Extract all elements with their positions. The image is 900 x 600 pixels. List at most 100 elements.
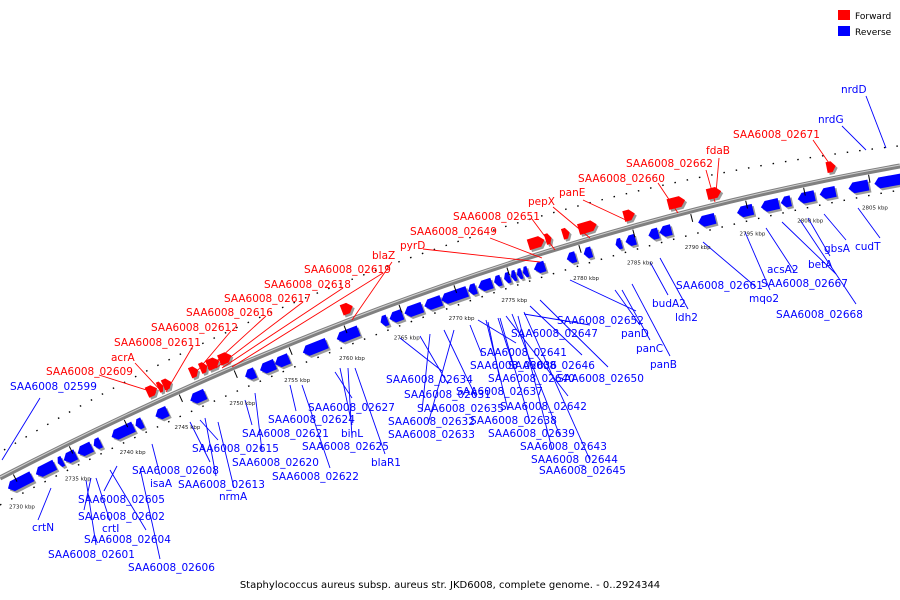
gene-label-leader [841,125,867,151]
forward-gene-2 [155,381,166,395]
coordinate-tick-mark [288,347,293,356]
reverse-gene-23 [494,274,505,289]
gene-label: blaR1 [371,457,401,469]
gene-label: fdaB [706,145,730,157]
gene-label: SAA6008_02646 [508,360,595,372]
forward-gene-5-body [197,362,208,374]
gene-label: SAA6008_02638 [470,415,557,427]
reverse-gene-27-body [522,266,530,278]
coordinate-tick-label: 2775 kbp [501,298,527,304]
forward-gene-16-body [825,161,836,174]
gene-label: acrA [111,352,136,364]
gene-label: SAA6008_02612 [151,322,238,334]
forward-gene-12 [577,220,599,237]
gene-label: binL [341,428,363,440]
gene-label: SAA6008_02618 [264,279,351,291]
gene-label-leader [517,315,553,450]
reverse-gene-2 [35,459,60,479]
gene-label: SAA6008_02651 [453,211,540,223]
reverse-gene-28 [533,260,549,276]
gene-label: SAA6008_02625 [302,441,389,453]
gene-label-leader [134,362,163,393]
gene-label: SAA6008_02602 [78,511,165,523]
forward-track-dots [3,145,899,451]
reverse-gene-35-body [698,213,717,227]
gene-label-leader [715,157,720,194]
reverse-gene-23-body [494,274,503,287]
gene-label-leader [799,219,857,305]
coordinate-tick-mark [453,285,458,294]
gene-label: ldh2 [675,312,698,324]
reverse-gene-12-body [260,358,278,374]
gene-label-leader [289,384,297,412]
gene-label: SAA6008_02619 [304,264,391,276]
reverse-gene-3-body [57,455,66,468]
coordinate-tick-mark [745,200,748,209]
gene-label-leader [631,283,671,357]
coordinate-tick-mark [12,474,18,482]
reverse-gene-10-body [190,388,208,404]
gene-label-leader [529,305,583,356]
forward-gene-14 [666,196,688,212]
gene-label: SAA6008_02617 [224,293,311,305]
forward-gene-13-body [622,209,635,222]
legend-reverse-swatch [838,26,850,36]
gene-label-leader [744,231,771,291]
coordinate-tick-label: 2740 kbp [120,450,146,456]
reverse-gene-11 [245,367,260,382]
gene-label-leader [569,279,637,312]
reverse-gene-28-body [533,260,547,274]
legend-forward-label: Forward [855,12,891,22]
coordinate-tick-mark [868,174,871,183]
gene-label-leader [422,248,541,263]
forward-gene-4-body [187,366,199,379]
genome-backbone-highlight [0,164,900,478]
reverse-gene-25 [511,269,520,284]
gene-label: SAA6008_02636 [470,360,557,372]
reverse-gene-2-body [35,459,58,477]
forward-gene-9 [526,236,547,253]
gene-label-leader [705,169,716,203]
reverse-gene-26 [516,267,526,282]
gene-label-leader [659,257,689,310]
gene-label-leader [231,272,384,368]
gene-label-leader [399,337,443,372]
gene-label-leader [539,299,609,368]
reverse-gene-35 [698,213,719,229]
reverse-gene-21-body [468,283,478,295]
gene-label: SAA6008_02667 [761,278,848,290]
reverse-gene-40-body [819,185,837,199]
coordinate-tick-label: 2750 kbp [229,401,255,407]
coordinate-tick-mark [506,267,510,276]
gene-label-leader [354,367,386,455]
reverse-gene-22-body [478,277,494,292]
gene-label-leader [419,335,449,385]
reverse-gene-26-body [516,267,524,280]
gene-label: acsA2 [767,264,799,276]
forward-gene-14-body [666,196,686,210]
reverse-gene-13-body [274,353,292,368]
gene-label: panB [650,359,677,371]
coordinate-tick-mark [690,214,694,223]
reverse-gene-15 [336,325,363,345]
reverse-gene-8 [135,417,147,432]
label-layer: SAA6008_02609 acrA SAA6008_02611 SAA6008_02… [10,84,881,574]
gene-label: SAA6008_02660 [578,173,665,185]
gene-label-leader [217,421,235,489]
tick-layer: 2730 kbp 2735 kbp 2740 kbp 2745 kbp 2750 kbp… [9,174,888,511]
forward-gene-9-body [526,236,545,251]
reverse-gene-7-body [111,421,136,440]
reverse-gene-30-body [583,246,594,259]
gene-label-leader [552,206,591,239]
reverse-gene-22 [478,277,496,294]
gene-label: SAA6008_02620 [232,457,319,469]
gene-label-leader [523,311,591,461]
reverse-gene-38-body [780,195,792,208]
gene-label-leader [505,315,569,397]
reverse-gene-13 [274,353,294,370]
reverse-gene-8-body [135,417,145,430]
reverse-gene-6-body [93,437,104,450]
gene-label: SAA6008_02627 [308,402,395,414]
coordinate-tick-mark [123,419,129,428]
